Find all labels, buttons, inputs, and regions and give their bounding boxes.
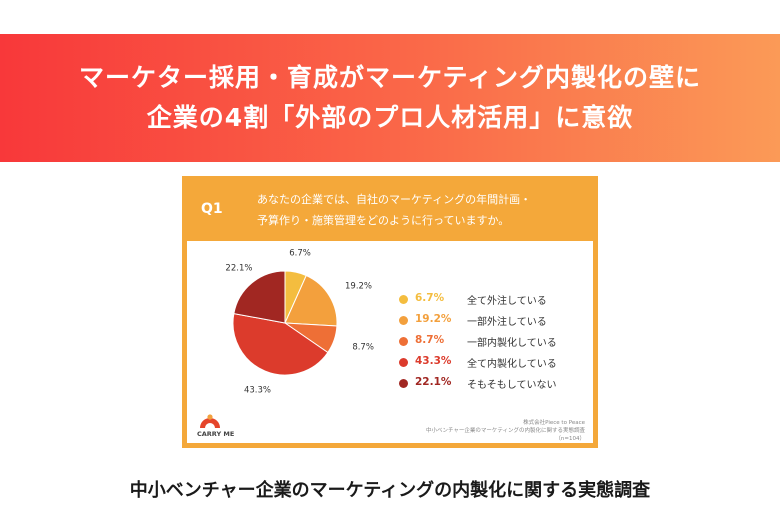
survey-caption: 中小ベンチャー企業のマーケティングの内製化に関する実態調査 xyxy=(129,480,651,501)
legend-item: 22.1% そもそもしていない xyxy=(399,375,589,396)
pie-data-label: 8.7% xyxy=(352,342,374,352)
legend-label: 一部外注している xyxy=(467,317,547,328)
legend-percent: 6.7% xyxy=(415,292,445,304)
legend-label: そもそもしていない xyxy=(467,380,557,391)
pie-slice xyxy=(284,274,338,327)
question-line-1: あなたの企業では、自社のマーケティングの年間計画・ xyxy=(257,193,532,206)
pie-data-label: 6.7% xyxy=(289,249,311,259)
legend-label: 全て内製化している xyxy=(467,359,557,370)
legend-swatch xyxy=(399,295,408,304)
legend-swatch xyxy=(399,358,408,367)
source-line-2: 中小ベンチャー企業のマーケティングの内製化に関する実態調査 xyxy=(425,428,585,434)
question-number: Q1 xyxy=(201,201,223,217)
pie-slice xyxy=(233,270,286,324)
legend-swatch xyxy=(399,379,408,388)
legend-percent: 19.2% xyxy=(415,313,452,325)
logo-mark-icon xyxy=(200,414,220,428)
question-header: Q1 あなたの企業では、自社のマーケティングの年間計画・ 予算作り・施策管理をど… xyxy=(187,181,593,241)
headline-banner: マーケター採用・育成がマーケティング内製化の壁に 企業の4割「外部のプロ人材活用… xyxy=(0,34,780,162)
pie-data-label: 43.3% xyxy=(244,386,271,396)
legend-swatch xyxy=(399,316,408,325)
legend-item: 43.3% 全て内製化している xyxy=(399,354,589,375)
legend-percent: 43.3% xyxy=(415,355,452,367)
legend-item: 8.7% 一部内製化している xyxy=(399,333,589,354)
headline-line-1: マーケター採用・育成がマーケティング内製化の壁に xyxy=(78,63,701,92)
legend-percent: 8.7% xyxy=(415,334,445,346)
pie-data-label: 19.2% xyxy=(345,282,372,292)
legend-label: 全て外注している xyxy=(467,296,547,307)
source-note: 株式会社Piece to Peace 中小ベンチャー企業のマーケティングの内製化… xyxy=(426,419,585,443)
pie-chart: 6.7% 19.2% 8.7% 43.3% 22.1% xyxy=(225,249,374,396)
source-line-3: （n=104） xyxy=(555,436,585,442)
source-line-1: 株式会社Piece to Peace xyxy=(523,420,585,426)
legend-item: 19.2% 一部外注している xyxy=(399,312,589,333)
legend-percent: 22.1% xyxy=(415,376,452,388)
logo-text: CARRY ME xyxy=(197,430,235,438)
legend-item: 6.7% 全て外注している xyxy=(399,291,589,312)
carry-me-logo: CARRY ME xyxy=(197,409,247,439)
question-line-2: 予算作り・施策管理をどのように行っていますか。 xyxy=(257,214,510,227)
pie-slice xyxy=(232,312,329,376)
question-text: あなたの企業では、自社のマーケティングの年間計画・ 予算作り・施策管理をどのよう… xyxy=(257,189,587,231)
pie-data-label: 22.1% xyxy=(225,264,252,274)
chart-legend: 6.7% 全て外注している 19.2% 一部外注している 8.7% 一部内製化している 43… xyxy=(399,291,589,396)
legend-swatch xyxy=(399,337,408,346)
legend-label: 一部内製化している xyxy=(467,338,557,349)
survey-card: Q1 あなたの企業では、自社のマーケティングの年間計画・ 予算作り・施策管理をど… xyxy=(182,176,598,448)
headline-line-2: 企業の4割「外部のプロ人材活用」に意欲 xyxy=(146,103,634,132)
